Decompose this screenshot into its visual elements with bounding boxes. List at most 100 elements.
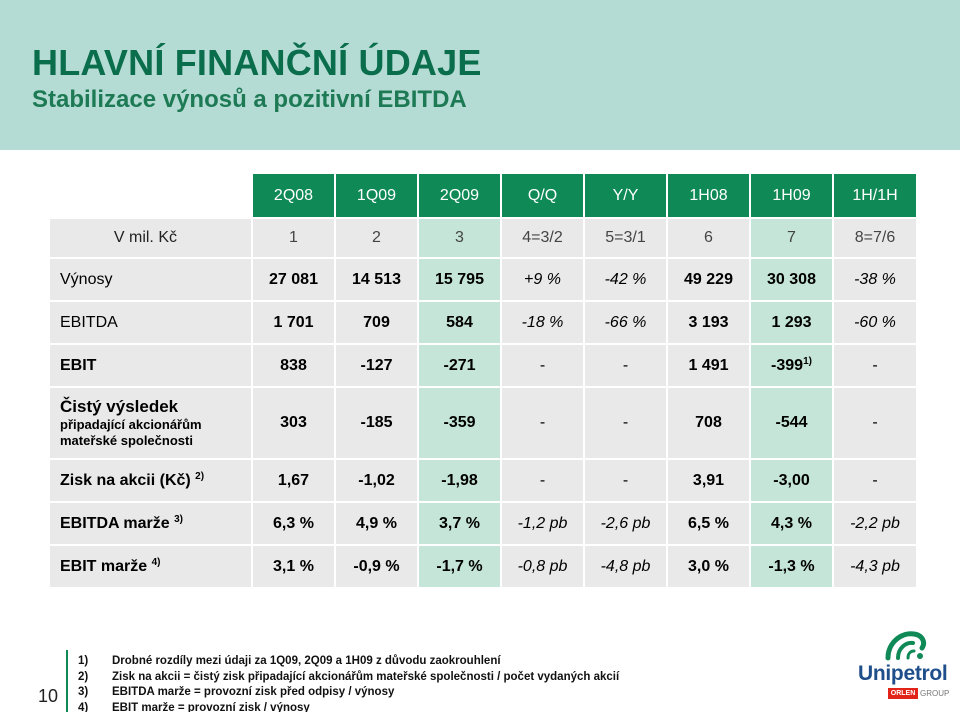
row-label: EBITDA marže 3) xyxy=(50,502,252,546)
table-row: Zisk na akcii (Kč) 2) 1,67 -1,02 -1,98 -… xyxy=(50,459,916,503)
footnote-ref: 3) xyxy=(174,514,184,525)
table-cell: 708 xyxy=(666,387,750,460)
table-cell: 49 229 xyxy=(666,258,750,302)
table-cell: 709 xyxy=(334,301,418,345)
footnote: 1) Drobné rozdíly mezi údaji za 1Q09, 2Q0… xyxy=(78,654,619,670)
table-cell: - xyxy=(500,387,584,460)
row-label: Čistý výsledek připadající akcionářům ma… xyxy=(50,387,252,460)
column-header: 1H/1H xyxy=(832,174,916,219)
table-cell: 1 701 xyxy=(251,301,335,345)
footnote: 4) EBIT marže = provozní zisk / výnosy xyxy=(78,701,619,712)
column-index: 7 xyxy=(749,218,833,259)
table-cell: 14 513 xyxy=(334,258,418,302)
table-cell: 1 491 xyxy=(666,344,750,388)
footnote-number: 3) xyxy=(78,686,89,698)
footnote-ref: 2) xyxy=(195,471,205,482)
table-cell: -185 xyxy=(334,387,418,460)
column-index: 3 xyxy=(417,218,501,259)
table-row: EBITDA 1 701 709 584 -18 % -66 % 3 193 1… xyxy=(50,301,916,345)
column-header: 2Q08 xyxy=(251,174,335,219)
table-cell: 1 293 xyxy=(749,301,833,345)
row-label: EBIT xyxy=(50,344,252,388)
footnote-number: 2) xyxy=(78,670,89,683)
footnote-text: Zisk na akcii = čistý zisk připadající a… xyxy=(112,670,620,683)
logo-wordmark: Unipetrol xyxy=(858,662,948,685)
page-subtitle: Stabilizace výnosů a pozitivní EBITDA xyxy=(32,86,467,113)
row-label-text: EBITDA marže xyxy=(60,515,170,532)
column-header: 1Q09 xyxy=(334,174,418,219)
table-row: EBIT 838 -127 -271 - - 1 491 -3991) - xyxy=(50,344,916,388)
page-number: 10 xyxy=(38,686,59,706)
table-cell: 303 xyxy=(251,387,335,460)
table-cell: -2,6 pb xyxy=(583,502,667,546)
table-cell: -1,2 pb xyxy=(500,502,584,546)
footnote-number: 1) xyxy=(78,655,89,667)
table-cell: -0,9 % xyxy=(334,545,418,589)
table-cell: 3,7 % xyxy=(417,502,501,546)
column-header: Q/Q xyxy=(500,174,584,219)
table-cell: - xyxy=(832,459,916,503)
table-cell: -2,2 pb xyxy=(832,502,916,546)
table-cell: -359 xyxy=(417,387,501,460)
footnote-text: EBIT marže = provozní zisk / výnosy xyxy=(112,701,310,712)
column-index: 1 xyxy=(251,218,335,259)
table-cell: - xyxy=(583,387,667,460)
table-cell: +9 % xyxy=(500,258,584,302)
table-cell: -38 % xyxy=(832,258,916,302)
table-cell: -60 % xyxy=(832,301,916,345)
table-row: EBITDA marže 3) 6,3 % 4,9 % 3,7 % -1,2 p… xyxy=(50,502,916,546)
table-cell: -544 xyxy=(749,387,833,460)
header-corner xyxy=(50,174,252,219)
footnotes: 1) Drobné rozdíly mezi údaji za 1Q09, 2Q0… xyxy=(78,654,619,712)
footnote-number: 4) xyxy=(78,701,89,712)
table-cell: 4,9 % xyxy=(334,502,418,546)
table-cell: -66 % xyxy=(583,301,667,345)
row-label-text: EBIT marže xyxy=(60,558,148,575)
column-header: 2Q09 xyxy=(417,174,501,219)
footnote-text: Drobné rozdíly mezi údaji za 1Q09, 2Q09 … xyxy=(112,655,501,667)
logo-swirl-icon xyxy=(885,631,927,661)
row-label-sub: mateřské společnosti xyxy=(60,433,193,448)
table-cell: -4,8 pb xyxy=(583,545,667,589)
column-index: 2 xyxy=(334,218,418,259)
column-index-row: V mil. Kč 1 2 3 4=3/2 5=3/1 6 7 8=7/6 xyxy=(50,218,916,259)
table-cell: -271 xyxy=(417,344,501,388)
column-index: 6 xyxy=(666,218,750,259)
table-cell: -1,7 % xyxy=(417,545,501,589)
footnote-text: EBITDA marže = provozní zisk před odpisy… xyxy=(112,686,395,698)
table-cell: - xyxy=(500,344,584,388)
table-cell: - xyxy=(500,459,584,503)
table-cell: 15 795 xyxy=(417,258,501,302)
table-row: EBIT marže 4) 3,1 % -0,9 % -1,7 % -0,8 p… xyxy=(50,545,916,589)
table-cell: 6,5 % xyxy=(666,502,750,546)
table-cell: -1,02 xyxy=(334,459,418,503)
cell-value: -399 xyxy=(771,357,804,374)
footnote-ref: 1) xyxy=(803,356,812,367)
header-band xyxy=(0,0,960,150)
column-index: 8=7/6 xyxy=(832,218,916,259)
footnote: 3) EBITDA marže = provozní zisk před odpi… xyxy=(78,685,619,701)
table-cell: 30 308 xyxy=(749,258,833,302)
table-cell: 584 xyxy=(417,301,501,345)
table-cell: - xyxy=(832,344,916,388)
row-label: EBITDA xyxy=(50,301,252,345)
column-header: 1H09 xyxy=(749,174,833,219)
table-cell: 3,1 % xyxy=(251,545,335,589)
unit-label: V mil. Kč xyxy=(50,218,252,259)
table-cell: 27 081 xyxy=(251,258,335,302)
row-label-sub: připadající akcionářům xyxy=(60,417,202,432)
table-cell: -3,00 xyxy=(749,459,833,503)
row-label-text: Zisk na akcii (Kč) xyxy=(60,472,191,489)
orlen-badge: ORLEN xyxy=(888,688,918,699)
row-label: Zisk na akcii (Kč) 2) xyxy=(50,459,252,503)
column-index: 4=3/2 xyxy=(500,218,584,259)
row-label: Výnosy xyxy=(50,258,252,302)
table-cell: 1,67 xyxy=(251,459,335,503)
table-row: Čistý výsledek připadající akcionářům ma… xyxy=(50,387,916,460)
table-cell: -0,8 pb xyxy=(500,545,584,589)
group-label: GROUP xyxy=(920,689,950,698)
table-cell: -3991) xyxy=(749,344,833,388)
table-cell: -1,98 xyxy=(417,459,501,503)
column-header: Y/Y xyxy=(583,174,667,219)
table-cell: 6,3 % xyxy=(251,502,335,546)
